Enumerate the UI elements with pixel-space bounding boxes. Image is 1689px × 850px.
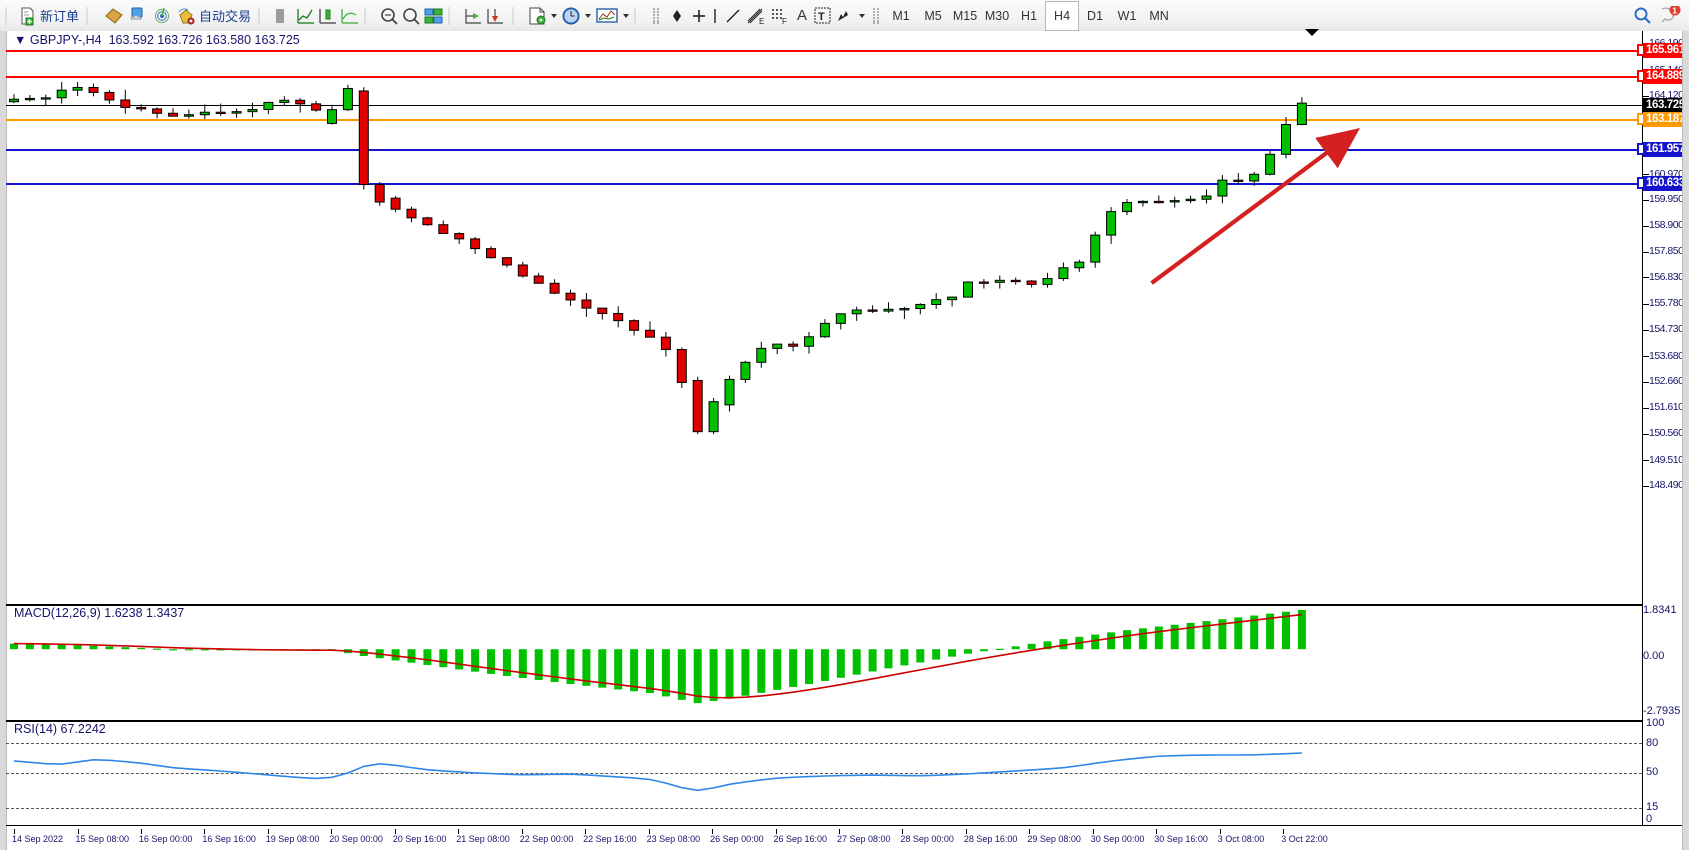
svg-text:T: T bbox=[818, 11, 825, 23]
svg-text:F: F bbox=[782, 17, 787, 26]
svg-text:E: E bbox=[759, 17, 764, 26]
svg-text:1: 1 bbox=[1672, 6, 1677, 15]
